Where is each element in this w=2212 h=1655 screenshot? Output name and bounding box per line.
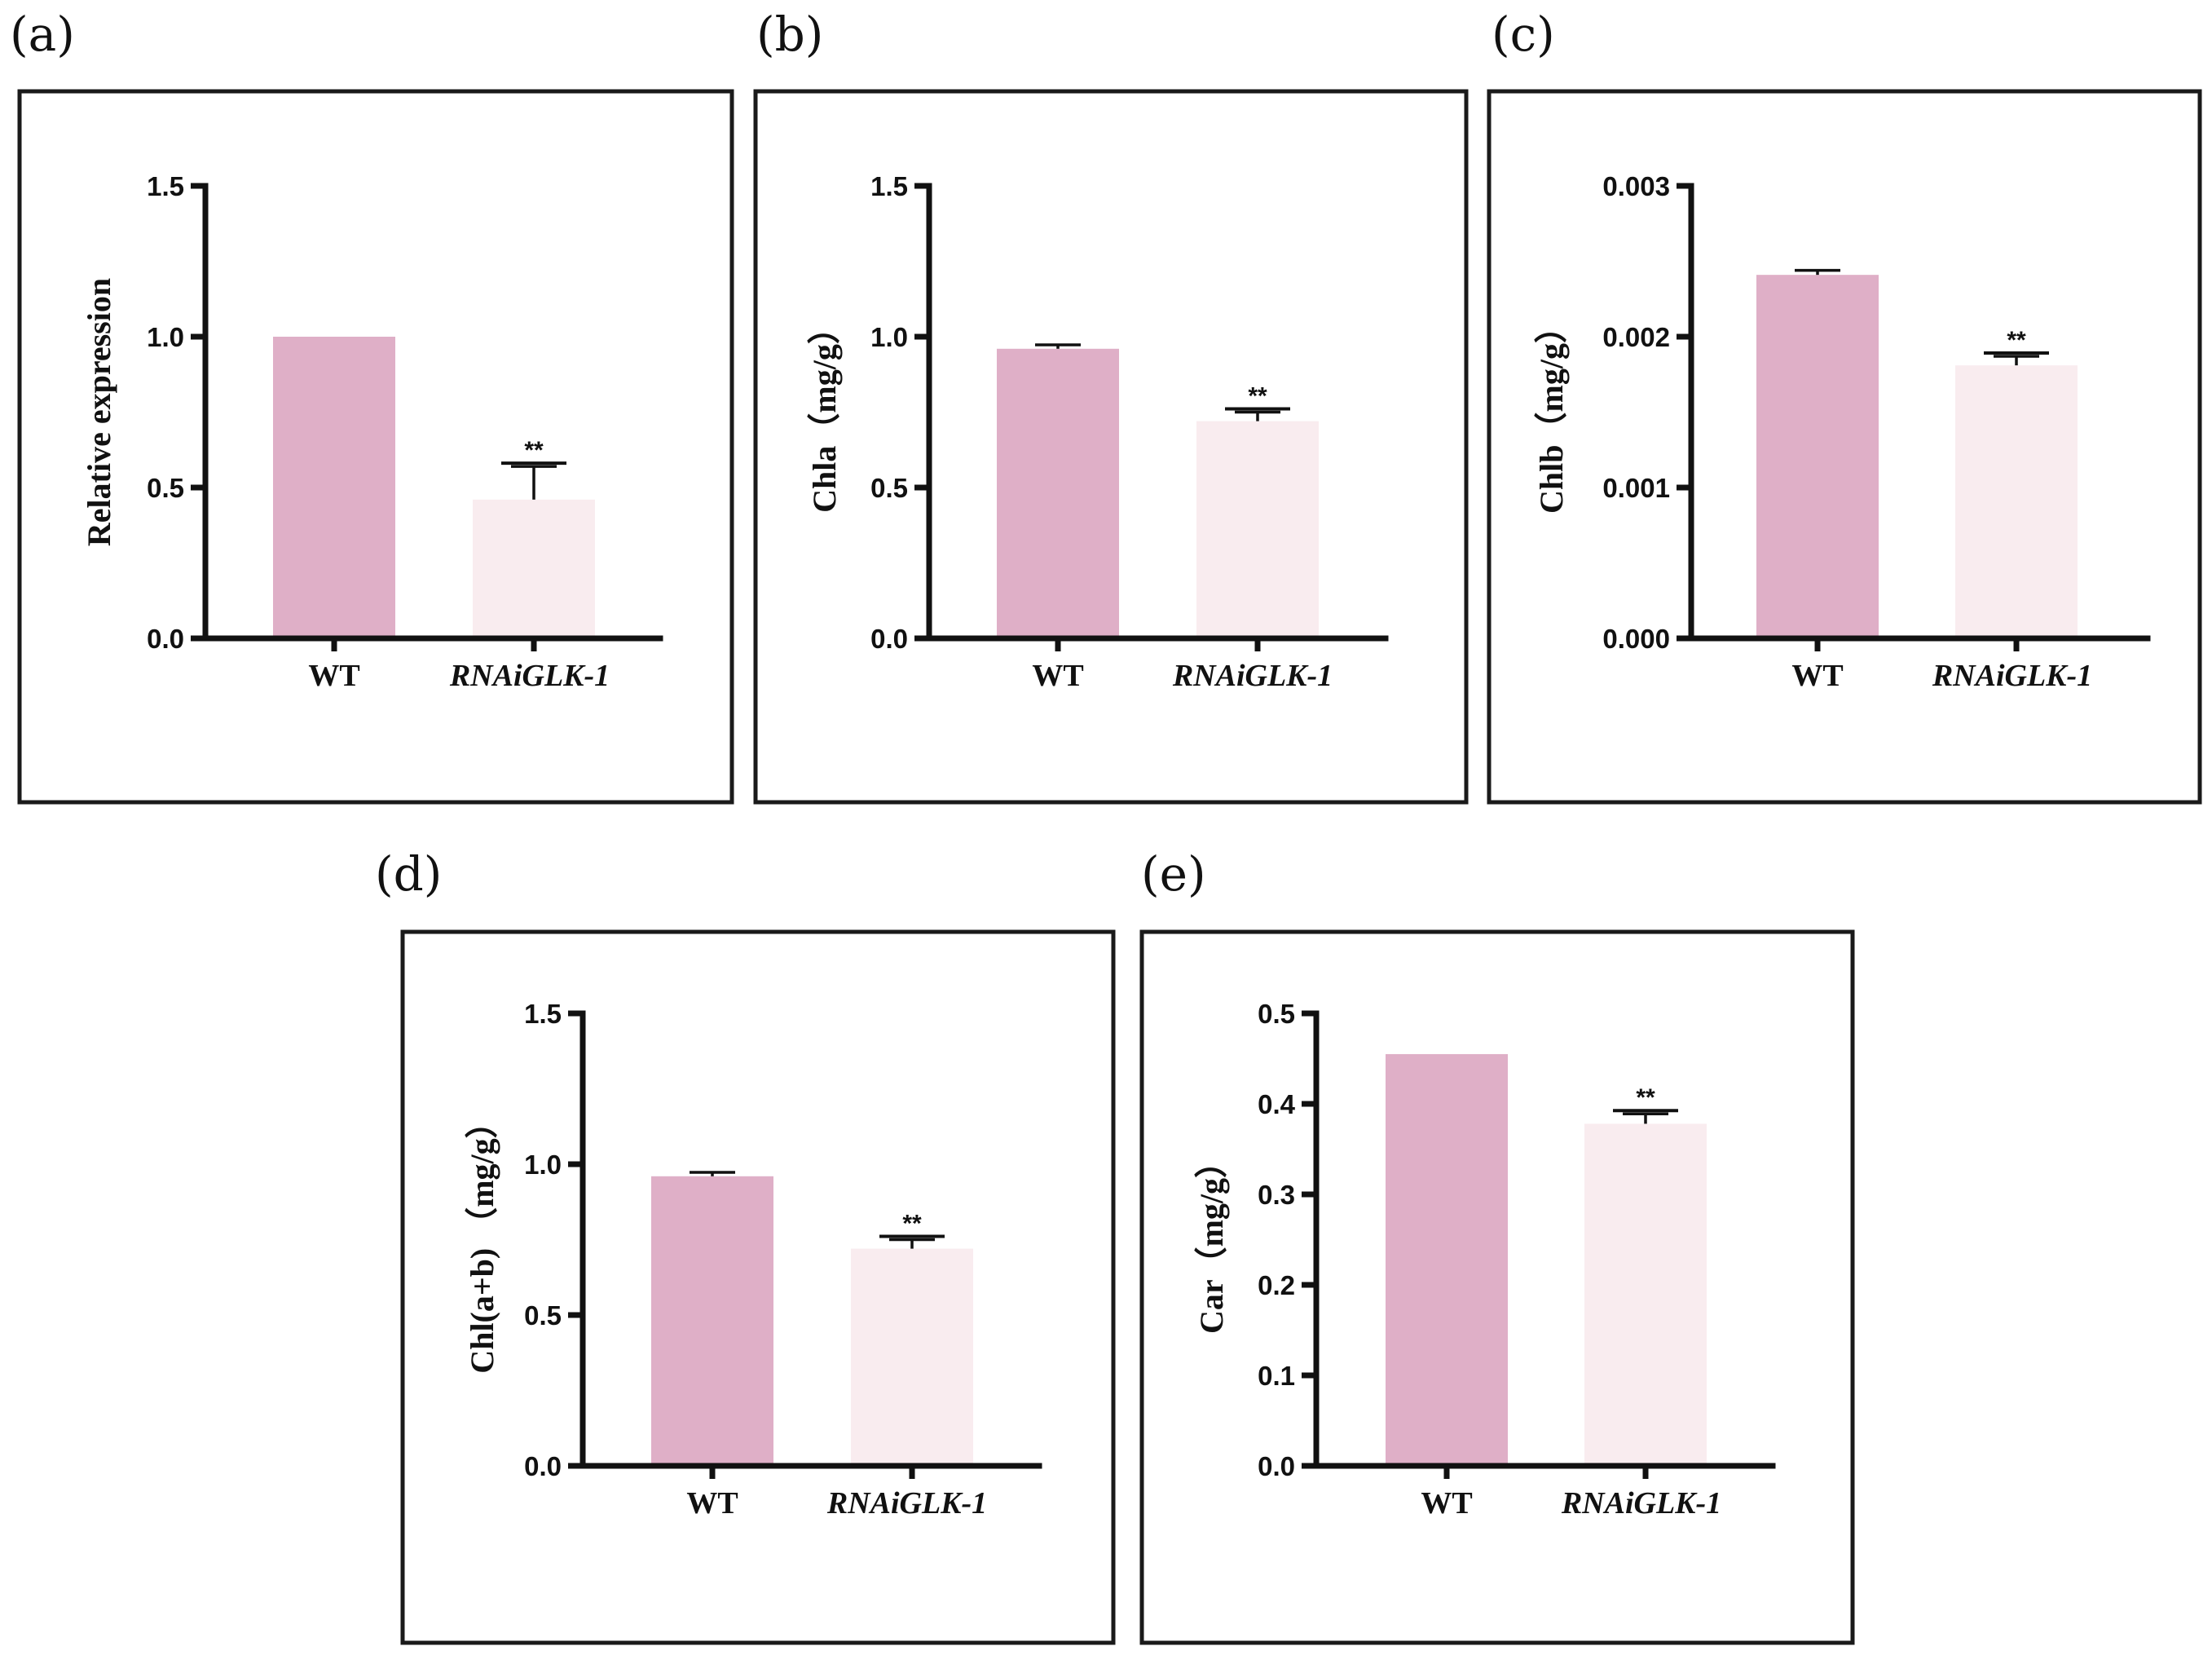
bar-wt — [651, 1176, 773, 1466]
y-axis-label: Chlb（mg/g） — [1533, 311, 1570, 514]
y-tick-label: 0.2 — [1258, 1270, 1295, 1300]
y-tick-label: 1.0 — [147, 322, 184, 352]
x-category-label: RNAiGLK-1 — [449, 659, 610, 693]
panel-label: (c) — [1492, 7, 1555, 62]
x-category-label: WT — [1421, 1486, 1472, 1520]
significance-mark: ** — [902, 1211, 922, 1238]
y-tick-label: 0.000 — [1602, 624, 1670, 654]
x-category-label: WT — [308, 659, 359, 693]
panel-frame — [753, 89, 1469, 805]
y-tick-label: 1.5 — [524, 999, 562, 1029]
y-axis-label: Chl(a+b) （mg/g） — [464, 1106, 500, 1373]
bar-wt — [997, 348, 1119, 638]
significance-mark: ** — [1248, 383, 1267, 410]
bar-rnai — [1196, 421, 1319, 638]
y-tick-label: 0.002 — [1602, 322, 1670, 352]
chart-panel-c: (c) ** 0.000 0.001 0.002 0.003 WT RNAiGLK-1 Chlb… — [1487, 7, 2202, 805]
panel-label: (a) — [10, 7, 75, 62]
significance-mark: ** — [524, 437, 544, 464]
y-tick-label: 0.3 — [1258, 1180, 1295, 1210]
y-tick-label: 1.0 — [524, 1150, 562, 1180]
bar-rnai — [473, 499, 595, 638]
y-tick-label: 0.4 — [1258, 1089, 1296, 1119]
y-tick-label: 0.5 — [524, 1300, 562, 1331]
panel-label: (e) — [1141, 846, 1206, 902]
panel-label: (b) — [756, 7, 823, 62]
x-category-label: WT — [1032, 659, 1083, 693]
chart-panel-a: (a) ** 0.0 0.5 1.0 1.5 WT RNAiGLK-1 Relative exp… — [10, 7, 734, 805]
significance-mark: ** — [1636, 1084, 1655, 1111]
y-axis-label: Chla（mg/g） — [806, 311, 843, 513]
y-tick-label: 1.0 — [870, 322, 908, 352]
panel-label: (d) — [375, 846, 442, 902]
panel-frame — [17, 89, 734, 805]
panel-frame — [1139, 929, 1855, 1645]
x-category-label: RNAiGLK-1 — [1932, 659, 2092, 693]
bar-wt — [273, 337, 395, 638]
y-axis-label: Car（mg/g） — [1193, 1145, 1230, 1334]
x-category-label: WT — [1791, 659, 1843, 693]
y-axis-label: Relative expression — [81, 278, 117, 546]
y-tick-label: 0.5 — [870, 473, 908, 503]
chart-panel-b: (b) ** 0.0 0.5 1.0 1.5 WT RNAiGLK-1 Chla（mg/g） — [753, 7, 1469, 805]
significance-mark: ** — [2007, 327, 2026, 354]
chart-panel-e: (e) ** 0.0 0.1 0.2 0.3 0.4 0.5 WT RNAiGLK-1 Car（mg… — [1139, 846, 1855, 1645]
chart-panel-d: (d) ** 0.0 0.5 1.0 1.5 WT RNAiGLK-1 Chl(a+b) （mg… — [375, 846, 1116, 1645]
x-category-label: RNAiGLK-1 — [826, 1486, 987, 1520]
bar-rnai — [1955, 365, 2078, 638]
y-tick-label: 0.0 — [1258, 1451, 1295, 1481]
panel-frame — [1487, 89, 2202, 805]
x-category-label: WT — [686, 1486, 738, 1520]
y-tick-label: 0.5 — [1258, 999, 1295, 1029]
x-category-label: RNAiGLK-1 — [1561, 1486, 1721, 1520]
bar-rnai — [851, 1248, 973, 1466]
y-tick-label: 0.0 — [524, 1451, 562, 1481]
y-tick-label: 0.0 — [147, 624, 184, 654]
y-tick-label: 0.5 — [147, 473, 184, 503]
y-tick-label: 0.1 — [1258, 1361, 1295, 1391]
panel-frame — [400, 929, 1116, 1645]
bar-wt — [1756, 275, 1879, 638]
bar-rnai — [1584, 1123, 1707, 1466]
y-tick-label: 0.003 — [1602, 171, 1670, 201]
y-tick-label: 0.0 — [870, 624, 908, 654]
y-tick-label: 1.5 — [870, 171, 908, 201]
y-tick-label: 1.5 — [147, 171, 184, 201]
y-tick-label: 0.001 — [1602, 473, 1670, 503]
bar-wt — [1386, 1053, 1508, 1466]
x-category-label: RNAiGLK-1 — [1172, 659, 1333, 693]
